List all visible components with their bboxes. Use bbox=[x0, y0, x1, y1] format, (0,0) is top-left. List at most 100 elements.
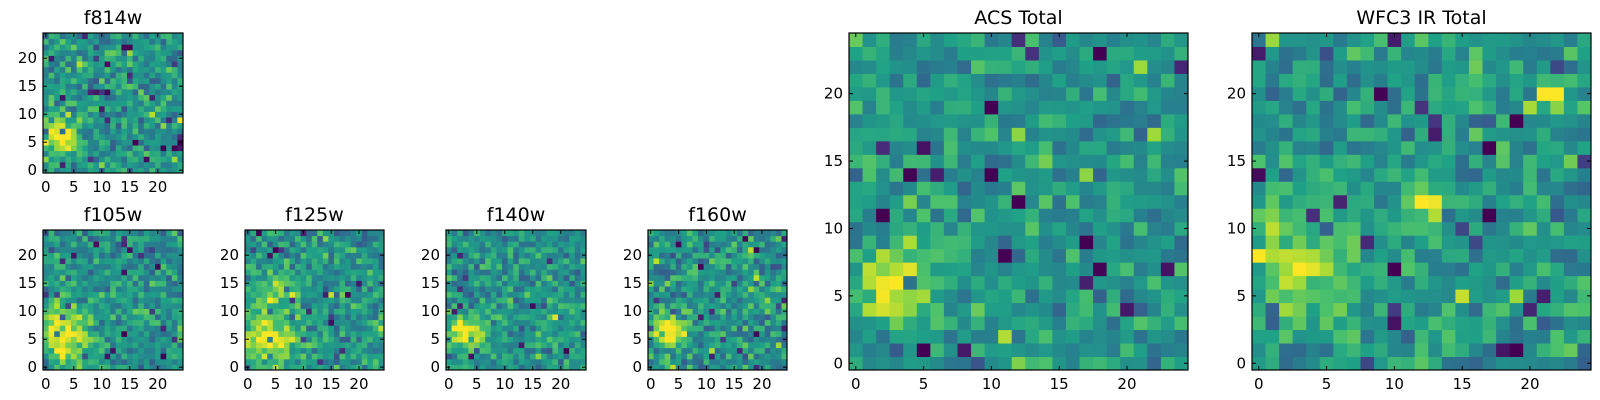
y-tick-label: 0 bbox=[229, 358, 239, 376]
heatmap-cell bbox=[490, 297, 497, 304]
heatmap-cell bbox=[748, 246, 755, 253]
heatmap-cell bbox=[675, 353, 682, 360]
heatmap-cell bbox=[714, 291, 721, 298]
heatmap-cell bbox=[350, 291, 357, 298]
heatmap-cell bbox=[99, 49, 106, 56]
heatmap-cell bbox=[65, 269, 72, 276]
heatmap-cell bbox=[149, 128, 156, 135]
heatmap-cell bbox=[681, 330, 688, 337]
heatmap-cell bbox=[731, 252, 738, 259]
heatmap-cell bbox=[261, 330, 268, 337]
heatmap-cell bbox=[155, 235, 162, 242]
heatmap-cell bbox=[138, 263, 145, 270]
heatmap-cell bbox=[507, 297, 514, 304]
heatmap-cell bbox=[1065, 154, 1081, 169]
heatmap-cell bbox=[485, 364, 492, 371]
heatmap-cell bbox=[132, 314, 139, 321]
heatmap-cell bbox=[971, 154, 986, 169]
heatmap-cell bbox=[155, 72, 162, 79]
heatmap-cell bbox=[155, 156, 162, 163]
heatmap-cell bbox=[372, 230, 379, 237]
heatmap-cell bbox=[267, 330, 274, 337]
heatmap-cell bbox=[1496, 356, 1511, 371]
heatmap-cell bbox=[876, 248, 891, 263]
heatmap-cell bbox=[574, 280, 581, 287]
heatmap-cell bbox=[1011, 46, 1026, 61]
heatmap-cell bbox=[127, 286, 134, 293]
heatmap-cell bbox=[171, 342, 178, 349]
heatmap-cell bbox=[1414, 46, 1429, 61]
heatmap-cell bbox=[849, 113, 864, 128]
heatmap-cell bbox=[709, 274, 716, 281]
heatmap-cell bbox=[1374, 262, 1389, 277]
heatmap-cell bbox=[781, 358, 788, 365]
heatmap-cell bbox=[876, 100, 891, 115]
heatmap-cell bbox=[1079, 181, 1094, 196]
heatmap-cell bbox=[76, 325, 83, 332]
heatmap-cell bbox=[350, 314, 357, 321]
heatmap-cell bbox=[115, 241, 122, 248]
heatmap-cell bbox=[54, 44, 61, 51]
heatmap-cell bbox=[378, 342, 385, 349]
heatmap-cell bbox=[862, 181, 877, 196]
heatmap-cell bbox=[703, 302, 710, 309]
heatmap-cell bbox=[317, 336, 324, 343]
heatmap-cell bbox=[1147, 316, 1162, 331]
heatmap-cell bbox=[1065, 329, 1081, 344]
heatmap-cell bbox=[166, 269, 173, 276]
heatmap-cell bbox=[1174, 127, 1189, 142]
heatmap-cell bbox=[272, 246, 279, 253]
heatmap-cell bbox=[753, 364, 760, 371]
heatmap-cell bbox=[552, 274, 559, 281]
heatmap-cell bbox=[1333, 86, 1348, 101]
heatmap-cell bbox=[71, 66, 78, 73]
heatmap-cell bbox=[339, 342, 346, 349]
heatmap-cell bbox=[876, 181, 891, 196]
heatmap-cell bbox=[71, 72, 78, 79]
heatmap-cell bbox=[295, 252, 302, 259]
heatmap-cell bbox=[65, 111, 72, 118]
heatmap-cell bbox=[261, 263, 268, 270]
heatmap-cell bbox=[71, 44, 78, 51]
heatmap-cell bbox=[350, 330, 357, 337]
heatmap-cell bbox=[295, 286, 302, 293]
heatmap-cell bbox=[1550, 248, 1565, 263]
heatmap-cell bbox=[1414, 86, 1429, 101]
heatmap-cell bbox=[451, 246, 458, 253]
heatmap-cell bbox=[1093, 208, 1108, 223]
heatmap-cell bbox=[862, 356, 877, 371]
heatmap-cell bbox=[563, 263, 570, 270]
heatmap-cell bbox=[1509, 181, 1524, 196]
heatmap-cell bbox=[1106, 140, 1121, 155]
y-tick-label: 5 bbox=[430, 330, 440, 348]
heatmap-cell bbox=[558, 325, 565, 332]
heatmap-cell bbox=[1550, 100, 1565, 115]
heatmap-cell bbox=[1147, 154, 1162, 169]
heatmap-cell bbox=[764, 347, 771, 354]
heatmap-cell bbox=[367, 325, 374, 332]
heatmap-cell bbox=[1455, 100, 1470, 115]
heatmap-cell bbox=[350, 297, 357, 304]
heatmap-cell bbox=[916, 33, 931, 47]
heatmap-cell bbox=[703, 358, 710, 365]
heatmap-cell bbox=[692, 241, 699, 248]
heatmap-cell bbox=[76, 314, 83, 321]
heatmap-cell bbox=[903, 235, 918, 250]
heatmap-cell bbox=[709, 258, 716, 265]
heatmap-cell bbox=[339, 314, 346, 321]
heatmap-cell bbox=[1174, 33, 1189, 47]
heatmap-cell bbox=[563, 347, 570, 354]
heatmap-cell bbox=[714, 308, 721, 315]
heatmap-cell bbox=[1133, 316, 1148, 331]
heatmap-cell bbox=[1279, 194, 1294, 209]
heatmap-cell bbox=[736, 353, 744, 360]
heatmap-cell bbox=[462, 246, 469, 253]
heatmap-cell bbox=[736, 364, 744, 371]
heatmap-cell bbox=[350, 269, 357, 276]
heatmap-cell bbox=[356, 308, 363, 315]
heatmap-cell bbox=[1441, 329, 1456, 344]
heatmap-cell bbox=[76, 336, 83, 343]
axes-frame bbox=[848, 32, 1189, 371]
heatmap-cell bbox=[256, 263, 263, 270]
